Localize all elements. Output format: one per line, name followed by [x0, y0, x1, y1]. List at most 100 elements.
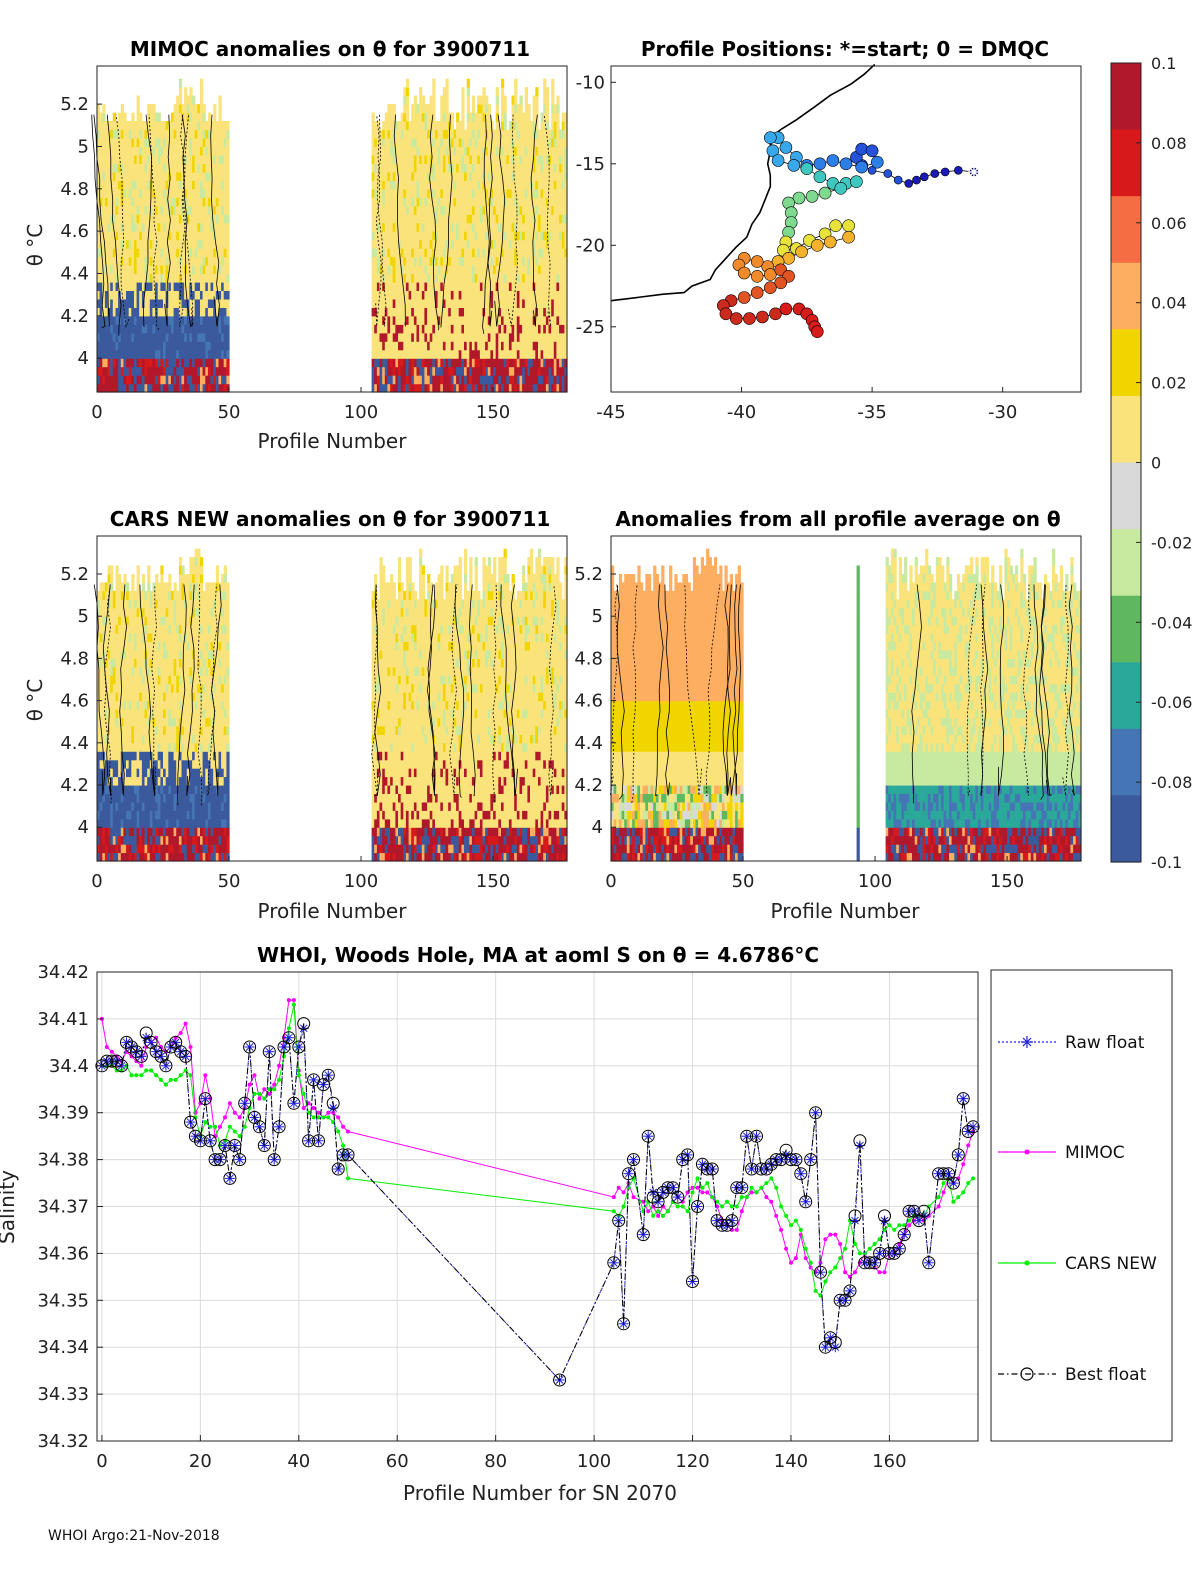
heat-cell — [561, 205, 565, 215]
heat-cell — [442, 265, 447, 275]
heat-cell — [144, 171, 148, 181]
heat-cell — [548, 332, 552, 342]
heat-cell — [374, 324, 378, 334]
heat-cell — [168, 205, 172, 215]
heat-cell — [411, 349, 415, 359]
heat-cell — [99, 222, 103, 232]
heat-cell — [205, 383, 209, 393]
heat-cell — [516, 180, 520, 190]
heat-cell — [107, 599, 111, 609]
heat-cell — [405, 307, 410, 317]
heat-cell — [134, 793, 138, 803]
heat-cell — [442, 138, 447, 148]
heat-cell — [202, 341, 206, 351]
heat-cell — [503, 205, 507, 215]
heat-cell — [202, 163, 206, 173]
heat-cell — [207, 121, 212, 131]
heat-cell — [395, 341, 399, 351]
heat-cell — [163, 214, 167, 224]
heat-cell — [115, 734, 119, 744]
heat-cell — [200, 256, 204, 266]
heat-cell — [530, 273, 534, 283]
heat-cell — [450, 307, 454, 317]
heat-cell — [128, 709, 132, 719]
heat-cell — [176, 307, 180, 317]
heat-cell — [165, 273, 169, 283]
heat-cell — [128, 197, 132, 207]
heat-cell — [144, 633, 148, 643]
heat-cell — [107, 607, 111, 617]
heat-cell — [200, 205, 204, 215]
heat-cell — [416, 163, 420, 173]
heat-cell — [144, 742, 148, 752]
heat-cell — [400, 366, 404, 376]
heat-cell — [474, 163, 478, 173]
heat-cell — [184, 349, 188, 359]
heat-cell — [477, 138, 481, 148]
heat-cell — [139, 231, 143, 241]
heat-cell — [387, 104, 391, 114]
heat-cell — [178, 231, 183, 241]
heat-cell — [487, 121, 491, 131]
heat-cell — [181, 180, 185, 190]
heat-cell — [424, 366, 428, 376]
heat-cell — [519, 188, 523, 198]
heat-cell — [419, 358, 423, 368]
heat-cell — [408, 129, 412, 139]
heat-cell — [123, 197, 127, 207]
heat-cell — [213, 341, 217, 351]
heat-cell — [490, 163, 494, 173]
heat-cell — [543, 104, 547, 114]
heat-cell — [102, 751, 106, 761]
heat-cell — [226, 265, 230, 275]
heat-cell — [522, 188, 526, 198]
heat-cell — [160, 171, 164, 181]
heat-cell — [419, 197, 423, 207]
heat-cell — [110, 683, 114, 693]
heat-cell — [115, 709, 119, 719]
heat-cell — [498, 222, 502, 232]
heat-cell — [424, 248, 428, 258]
heat-cell — [421, 95, 425, 105]
heat-cell — [427, 315, 431, 325]
heat-cell — [448, 188, 452, 198]
heat-cell — [115, 324, 119, 334]
heat-cell — [487, 375, 491, 385]
heat-cell — [102, 818, 106, 828]
heat-cell — [139, 366, 143, 376]
heat-cell — [226, 222, 230, 232]
heat-cell — [516, 188, 520, 198]
heat-cell — [490, 146, 494, 156]
heat-cell — [545, 358, 550, 368]
heat-cell — [437, 307, 441, 317]
heat-cell — [493, 163, 497, 173]
heat-cell — [223, 121, 227, 131]
heat-cell — [215, 383, 219, 393]
profile-position-dot — [850, 175, 863, 188]
heat-cell — [559, 315, 563, 325]
heat-cell — [477, 265, 481, 275]
heat-cell — [186, 188, 190, 198]
heat-cell — [421, 349, 425, 359]
heat-cell — [416, 205, 420, 215]
heat-cell — [535, 341, 539, 351]
heat-cell — [123, 751, 127, 761]
heat-cell — [559, 231, 563, 241]
heat-cell — [120, 700, 124, 710]
heat-cell — [487, 273, 491, 283]
heat-cell — [493, 366, 497, 376]
heat-cell — [556, 290, 560, 300]
heat-cell — [141, 835, 146, 845]
heat-cell — [115, 717, 119, 727]
heat-cell — [471, 248, 476, 258]
heat-cell — [416, 358, 420, 368]
heat-cell — [200, 197, 204, 207]
heat-cell — [405, 222, 410, 232]
heat-cell — [186, 281, 190, 291]
heat-cell — [97, 349, 101, 359]
heat-cell — [192, 366, 196, 376]
heat-cell — [535, 121, 539, 131]
heat-cell — [556, 349, 560, 359]
heat-cell — [556, 375, 560, 385]
heat-cell — [379, 324, 383, 334]
